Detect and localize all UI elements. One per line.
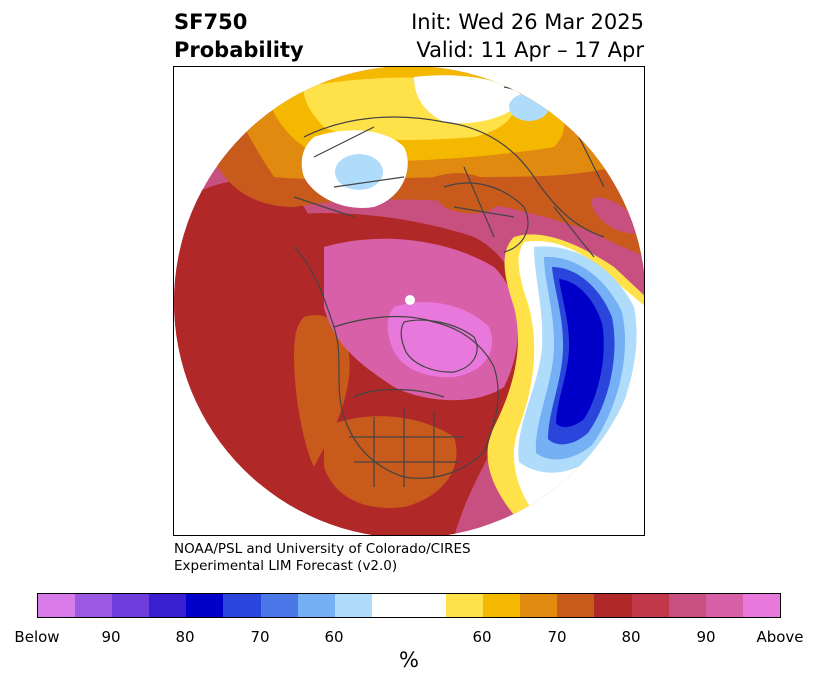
coastlines (293, 86, 625, 487)
colorbar-segment (557, 594, 595, 617)
colorbar-tick-label: Below (14, 628, 60, 646)
colorbar-segment (186, 594, 224, 617)
colorbar-segment (371, 594, 409, 617)
colorbar-segment (520, 594, 558, 617)
credit-text: NOAA/PSL and University of Colorado/CIRE… (174, 541, 471, 575)
title-variable: SF750 (174, 10, 248, 34)
field-below-80-atlantic (556, 279, 604, 428)
credit-line-2: Experimental LIM Forecast (v2.0) (174, 558, 398, 574)
title-init-date: Init: Wed 26 Mar 2025 (411, 10, 644, 34)
field-far-above-east (591, 197, 642, 234)
colorbar-tick-label: 80 (175, 628, 195, 646)
colorbar-segment (631, 594, 669, 617)
colorbar-segment (38, 594, 76, 617)
colorbar-segment (260, 594, 298, 617)
colorbar-segment (483, 594, 521, 617)
map-title-left: SF750 Probability (174, 8, 304, 64)
colorbar-tick-label: 60 (324, 628, 344, 646)
colorbar-tick-label: 90 (101, 628, 121, 646)
colorbar-unit-label: % (399, 648, 419, 672)
colorbar-segment (334, 594, 372, 617)
title-valid-range: Valid: 11 Apr – 17 Apr (416, 38, 644, 62)
colorbar-tick-label: 70 (250, 628, 270, 646)
colorbar-segment (75, 594, 113, 617)
field-neutral-arctic (414, 75, 524, 124)
title-product: Probability (174, 38, 304, 62)
field-above-70-west (294, 315, 350, 467)
field-neutral-pole (405, 295, 415, 305)
colorbar-segment (594, 594, 632, 617)
colorbar-segment (446, 594, 484, 617)
colorbar-tick-label: 80 (621, 628, 641, 646)
colorbar-segment (297, 594, 335, 617)
colorbar-tick-label: 70 (547, 628, 567, 646)
field-below-55-arctic (509, 93, 549, 121)
colorbar (37, 593, 781, 618)
credit-line-1: NOAA/PSL and University of Colorado/CIRE… (174, 541, 471, 557)
colorbar-segment (705, 594, 743, 617)
colorbar-tick-label: 60 (472, 628, 492, 646)
forecast-map (173, 66, 645, 536)
colorbar-segment (408, 594, 447, 617)
colorbar-tick-label: 90 (696, 628, 716, 646)
colorbar-segment (149, 594, 187, 617)
colorbar-tick-label: Above (756, 628, 804, 646)
field-above-70-europe (431, 173, 504, 214)
colorbar-segment (112, 594, 150, 617)
colorbar-segment (668, 594, 706, 617)
map-title-right: Init: Wed 26 Mar 2025 Valid: 11 Apr – 17… (411, 8, 644, 64)
map-canvas (174, 67, 644, 535)
colorbar-segment (742, 594, 780, 617)
field-below-55-siberia (335, 154, 383, 190)
colorbar-segment (223, 594, 261, 617)
